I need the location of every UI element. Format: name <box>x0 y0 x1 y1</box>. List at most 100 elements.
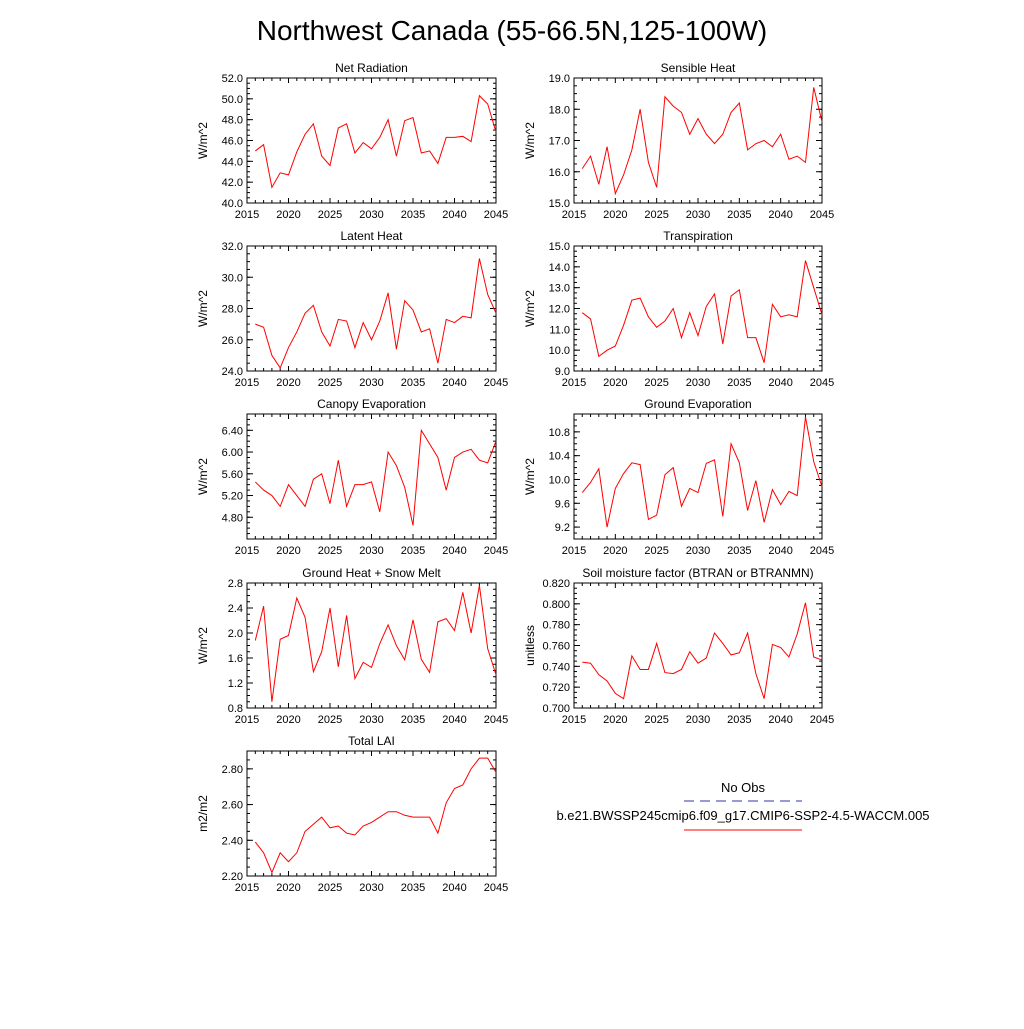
panel-title: Soil moisture factor (BTRAN or BTRANMN) <box>582 566 813 580</box>
y-tick-label: 30.0 <box>222 272 243 284</box>
x-tick-label: 2045 <box>484 714 508 726</box>
y-tick-label: 46.0 <box>222 136 243 148</box>
x-tick-label: 2025 <box>318 714 342 726</box>
y-axis-label: m2/m2 <box>196 795 210 832</box>
x-tick-label: 2040 <box>442 714 466 726</box>
y-tick-label: 0.720 <box>542 682 570 694</box>
series-line <box>254 757 497 874</box>
y-tick-label: 11.0 <box>549 324 570 336</box>
y-axis-label: W/m^2 <box>523 122 537 159</box>
legend-model-label: b.e21.BWSSP245cmip6.f09_g17.CMIP6-SSP2-4… <box>556 808 929 823</box>
y-axis-label: W/m^2 <box>196 458 210 495</box>
y-tick-label: 2.80 <box>222 764 243 776</box>
plot-frame <box>573 413 823 540</box>
x-tick-label: 2015 <box>235 882 259 894</box>
x-tick-label: 2015 <box>562 714 586 726</box>
chart-panel: Total LAI m2/m2 2015 2020 2025 2030 2035 2040 20… <box>196 734 508 894</box>
y-axis-label: W/m^2 <box>523 290 537 327</box>
plot-frame <box>573 77 823 204</box>
x-tick-label: 2035 <box>727 714 751 726</box>
x-tick-label: 2045 <box>810 714 834 726</box>
y-tick-label: 1.2 <box>228 678 243 690</box>
x-tick-label: 2045 <box>810 545 834 557</box>
plot-frame <box>246 77 497 204</box>
y-tick-label: 0.760 <box>542 641 570 653</box>
x-tick-label: 2035 <box>401 209 425 221</box>
x-tick-label: 2020 <box>276 209 300 221</box>
x-tick-label: 2035 <box>401 545 425 557</box>
panel-title: Latent Heat <box>340 229 403 243</box>
y-tick-label: 32.0 <box>222 241 243 253</box>
y-tick-label: 4.80 <box>222 512 243 524</box>
x-tick-label: 2015 <box>235 377 259 389</box>
y-tick-label: 17.0 <box>549 136 570 148</box>
y-tick-label: 44.0 <box>222 156 243 168</box>
y-tick-label: 2.4 <box>228 603 243 615</box>
y-tick-label: 9.2 <box>555 522 570 534</box>
y-axis-label: W/m^2 <box>196 627 210 664</box>
chart-panel: Net Radiation W/m^2 2015 2020 2025 2030 2035 20… <box>196 61 508 221</box>
y-tick-label: 12.0 <box>549 304 570 316</box>
y-tick-label: 0.8 <box>228 703 243 715</box>
legend-obs-label: No Obs <box>721 780 766 795</box>
y-tick-label: 14.0 <box>549 262 570 274</box>
x-tick-label: 2030 <box>359 882 383 894</box>
x-tick-label: 2020 <box>276 882 300 894</box>
panel-title: Ground Evaporation <box>644 397 751 411</box>
y-axis-label: W/m^2 <box>196 290 210 327</box>
y-tick-label: 0.740 <box>542 661 570 673</box>
chart-panel: Ground Heat + Snow Melt W/m^2 2015 2020 2025… <box>196 566 508 726</box>
x-tick-label: 2030 <box>359 545 383 557</box>
x-tick-label: 2020 <box>603 209 627 221</box>
y-tick-label: 16.0 <box>549 167 570 179</box>
x-tick-label: 2035 <box>401 377 425 389</box>
x-tick-label: 2035 <box>727 209 751 221</box>
x-tick-label: 2025 <box>644 714 668 726</box>
x-tick-label: 2040 <box>442 377 466 389</box>
y-tick-label: 2.60 <box>222 800 243 812</box>
y-tick-label: 2.20 <box>222 871 243 883</box>
x-tick-label: 2045 <box>810 377 834 389</box>
panel-title: Transpiration <box>663 229 733 243</box>
y-tick-label: 19.0 <box>549 73 570 85</box>
y-tick-label: 10.0 <box>549 345 570 357</box>
panel-title: Ground Heat + Snow Melt <box>302 566 441 580</box>
x-tick-label: 2035 <box>727 545 751 557</box>
x-tick-label: 2015 <box>235 209 259 221</box>
chart-panel: Transpiration W/m^2 2015 2020 2025 2030 2035 20… <box>523 229 834 389</box>
y-tick-label: 15.0 <box>549 241 570 253</box>
x-tick-label: 2045 <box>810 209 834 221</box>
y-tick-label: 5.20 <box>222 491 243 503</box>
x-tick-label: 2040 <box>768 377 792 389</box>
y-tick-label: 2.0 <box>228 628 243 640</box>
series-line <box>581 260 823 363</box>
x-tick-label: 2020 <box>603 714 627 726</box>
x-tick-label: 2020 <box>603 545 627 557</box>
x-tick-label: 2030 <box>686 714 710 726</box>
chart-panel: Soil moisture factor (BTRAN or BTRANMN) u… <box>523 566 834 726</box>
x-tick-label: 2045 <box>484 377 508 389</box>
x-tick-label: 2030 <box>359 209 383 221</box>
x-tick-label: 2025 <box>644 377 668 389</box>
plot-frame <box>573 245 823 372</box>
x-tick-label: 2035 <box>401 714 425 726</box>
x-tick-label: 2025 <box>644 209 668 221</box>
y-tick-label: 0.820 <box>542 578 570 590</box>
panel-title: Total LAI <box>348 734 395 748</box>
series-line <box>254 94 497 189</box>
panel-title: Net Radiation <box>335 61 408 75</box>
y-tick-label: 52.0 <box>222 73 243 85</box>
x-tick-label: 2030 <box>686 377 710 389</box>
x-tick-label: 2030 <box>686 545 710 557</box>
x-tick-label: 2020 <box>276 545 300 557</box>
y-tick-label: 10.4 <box>549 451 570 463</box>
chart-panel: Sensible Heat W/m^2 2015 2020 2025 2030 2035 20… <box>523 61 834 221</box>
x-tick-label: 2030 <box>686 209 710 221</box>
y-tick-label: 0.700 <box>542 703 570 715</box>
x-tick-label: 2015 <box>235 545 259 557</box>
x-tick-label: 2020 <box>603 377 627 389</box>
y-tick-label: 26.0 <box>222 335 243 347</box>
y-tick-label: 18.0 <box>549 104 570 116</box>
y-tick-label: 15.0 <box>549 198 570 210</box>
y-axis-label: W/m^2 <box>523 458 537 495</box>
